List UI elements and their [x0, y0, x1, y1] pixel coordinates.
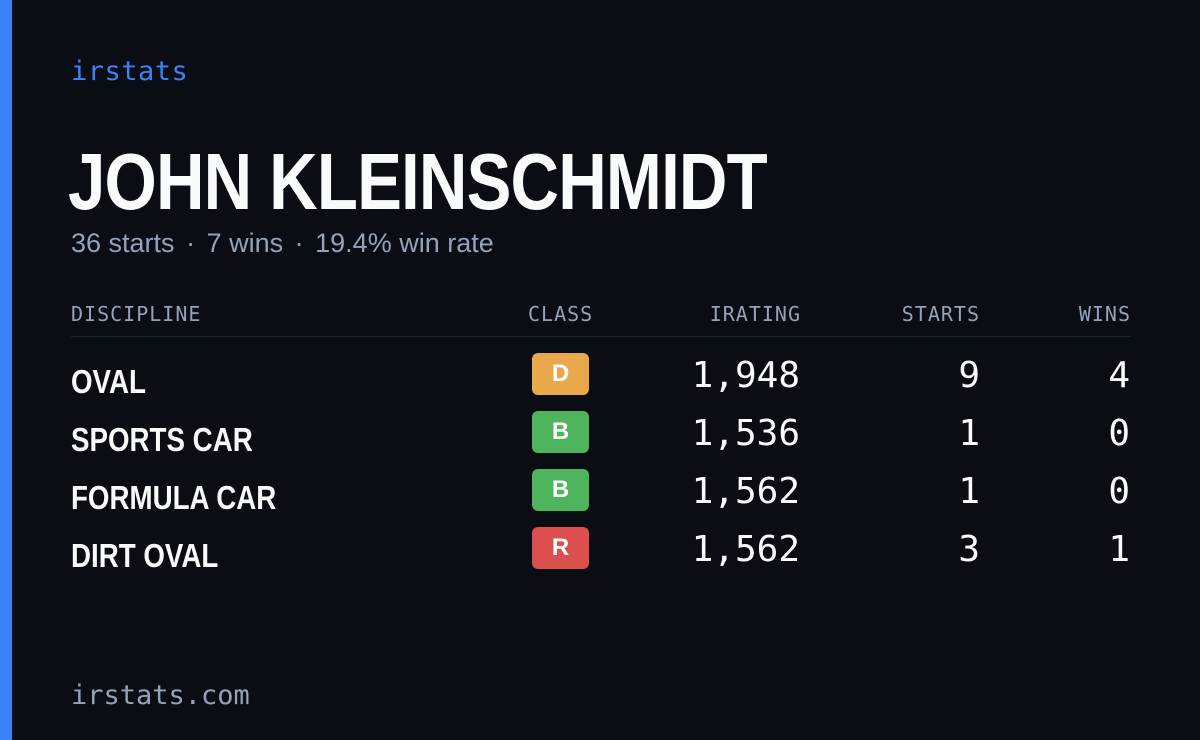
summary-separator: ·	[186, 228, 196, 258]
discipline-table: DISCIPLINE CLASS IRATING STARTS WINS OVA…	[71, 298, 1131, 585]
class-badge: B	[532, 411, 589, 453]
table-row: OVAL D 1,948 9 4	[71, 353, 1131, 411]
summary-separator: ·	[294, 228, 304, 258]
table-header: DISCIPLINE CLASS IRATING STARTS WINS	[71, 298, 1131, 337]
footer-url: irstats.com	[71, 680, 250, 711]
brand-logo: irstats	[71, 56, 189, 87]
table-body: OVAL D 1,948 9 4 SPORTS CAR B 1,536 1 0 …	[71, 337, 1131, 585]
wins-value: 1	[1108, 529, 1130, 570]
irating-value: 1,562	[691, 529, 800, 570]
class-badge: D	[532, 353, 589, 395]
summary-wins: 7 wins	[206, 228, 284, 258]
table-row: DIRT OVAL R 1,562 3 1	[71, 527, 1131, 585]
driver-name: JOHN KLEINSCHMIDT	[68, 137, 768, 226]
summary-starts: 36 starts	[71, 228, 175, 258]
class-badge: R	[532, 527, 589, 569]
irating-value: 1,948	[691, 355, 800, 396]
starts-value: 3	[958, 529, 980, 570]
wins-value: 0	[1108, 471, 1130, 512]
summary-line: 36 starts · 7 wins · 19.4% win rate	[71, 228, 494, 259]
class-badge: B	[532, 469, 589, 511]
irating-value: 1,562	[691, 471, 800, 512]
wins-value: 0	[1108, 413, 1130, 454]
table-row: FORMULA CAR B 1,562 1 0	[71, 469, 1131, 527]
accent-bar	[0, 0, 12, 740]
starts-value: 9	[958, 355, 980, 396]
discipline-name: SPORTS CAR	[71, 421, 253, 458]
header-irating: IRATING	[709, 302, 801, 326]
starts-value: 1	[958, 413, 980, 454]
header-starts: STARTS	[901, 302, 980, 326]
header-discipline: DISCIPLINE	[71, 302, 202, 326]
discipline-name: FORMULA CAR	[71, 479, 277, 516]
summary-win-rate: 19.4% win rate	[315, 228, 494, 258]
discipline-name: OVAL	[71, 363, 146, 400]
starts-value: 1	[958, 471, 980, 512]
irating-value: 1,536	[691, 413, 800, 454]
table-row: SPORTS CAR B 1,536 1 0	[71, 411, 1131, 469]
header-class: CLASS	[528, 302, 594, 326]
header-wins: WINS	[1078, 302, 1131, 326]
discipline-name: DIRT OVAL	[71, 537, 219, 574]
wins-value: 4	[1108, 355, 1130, 396]
